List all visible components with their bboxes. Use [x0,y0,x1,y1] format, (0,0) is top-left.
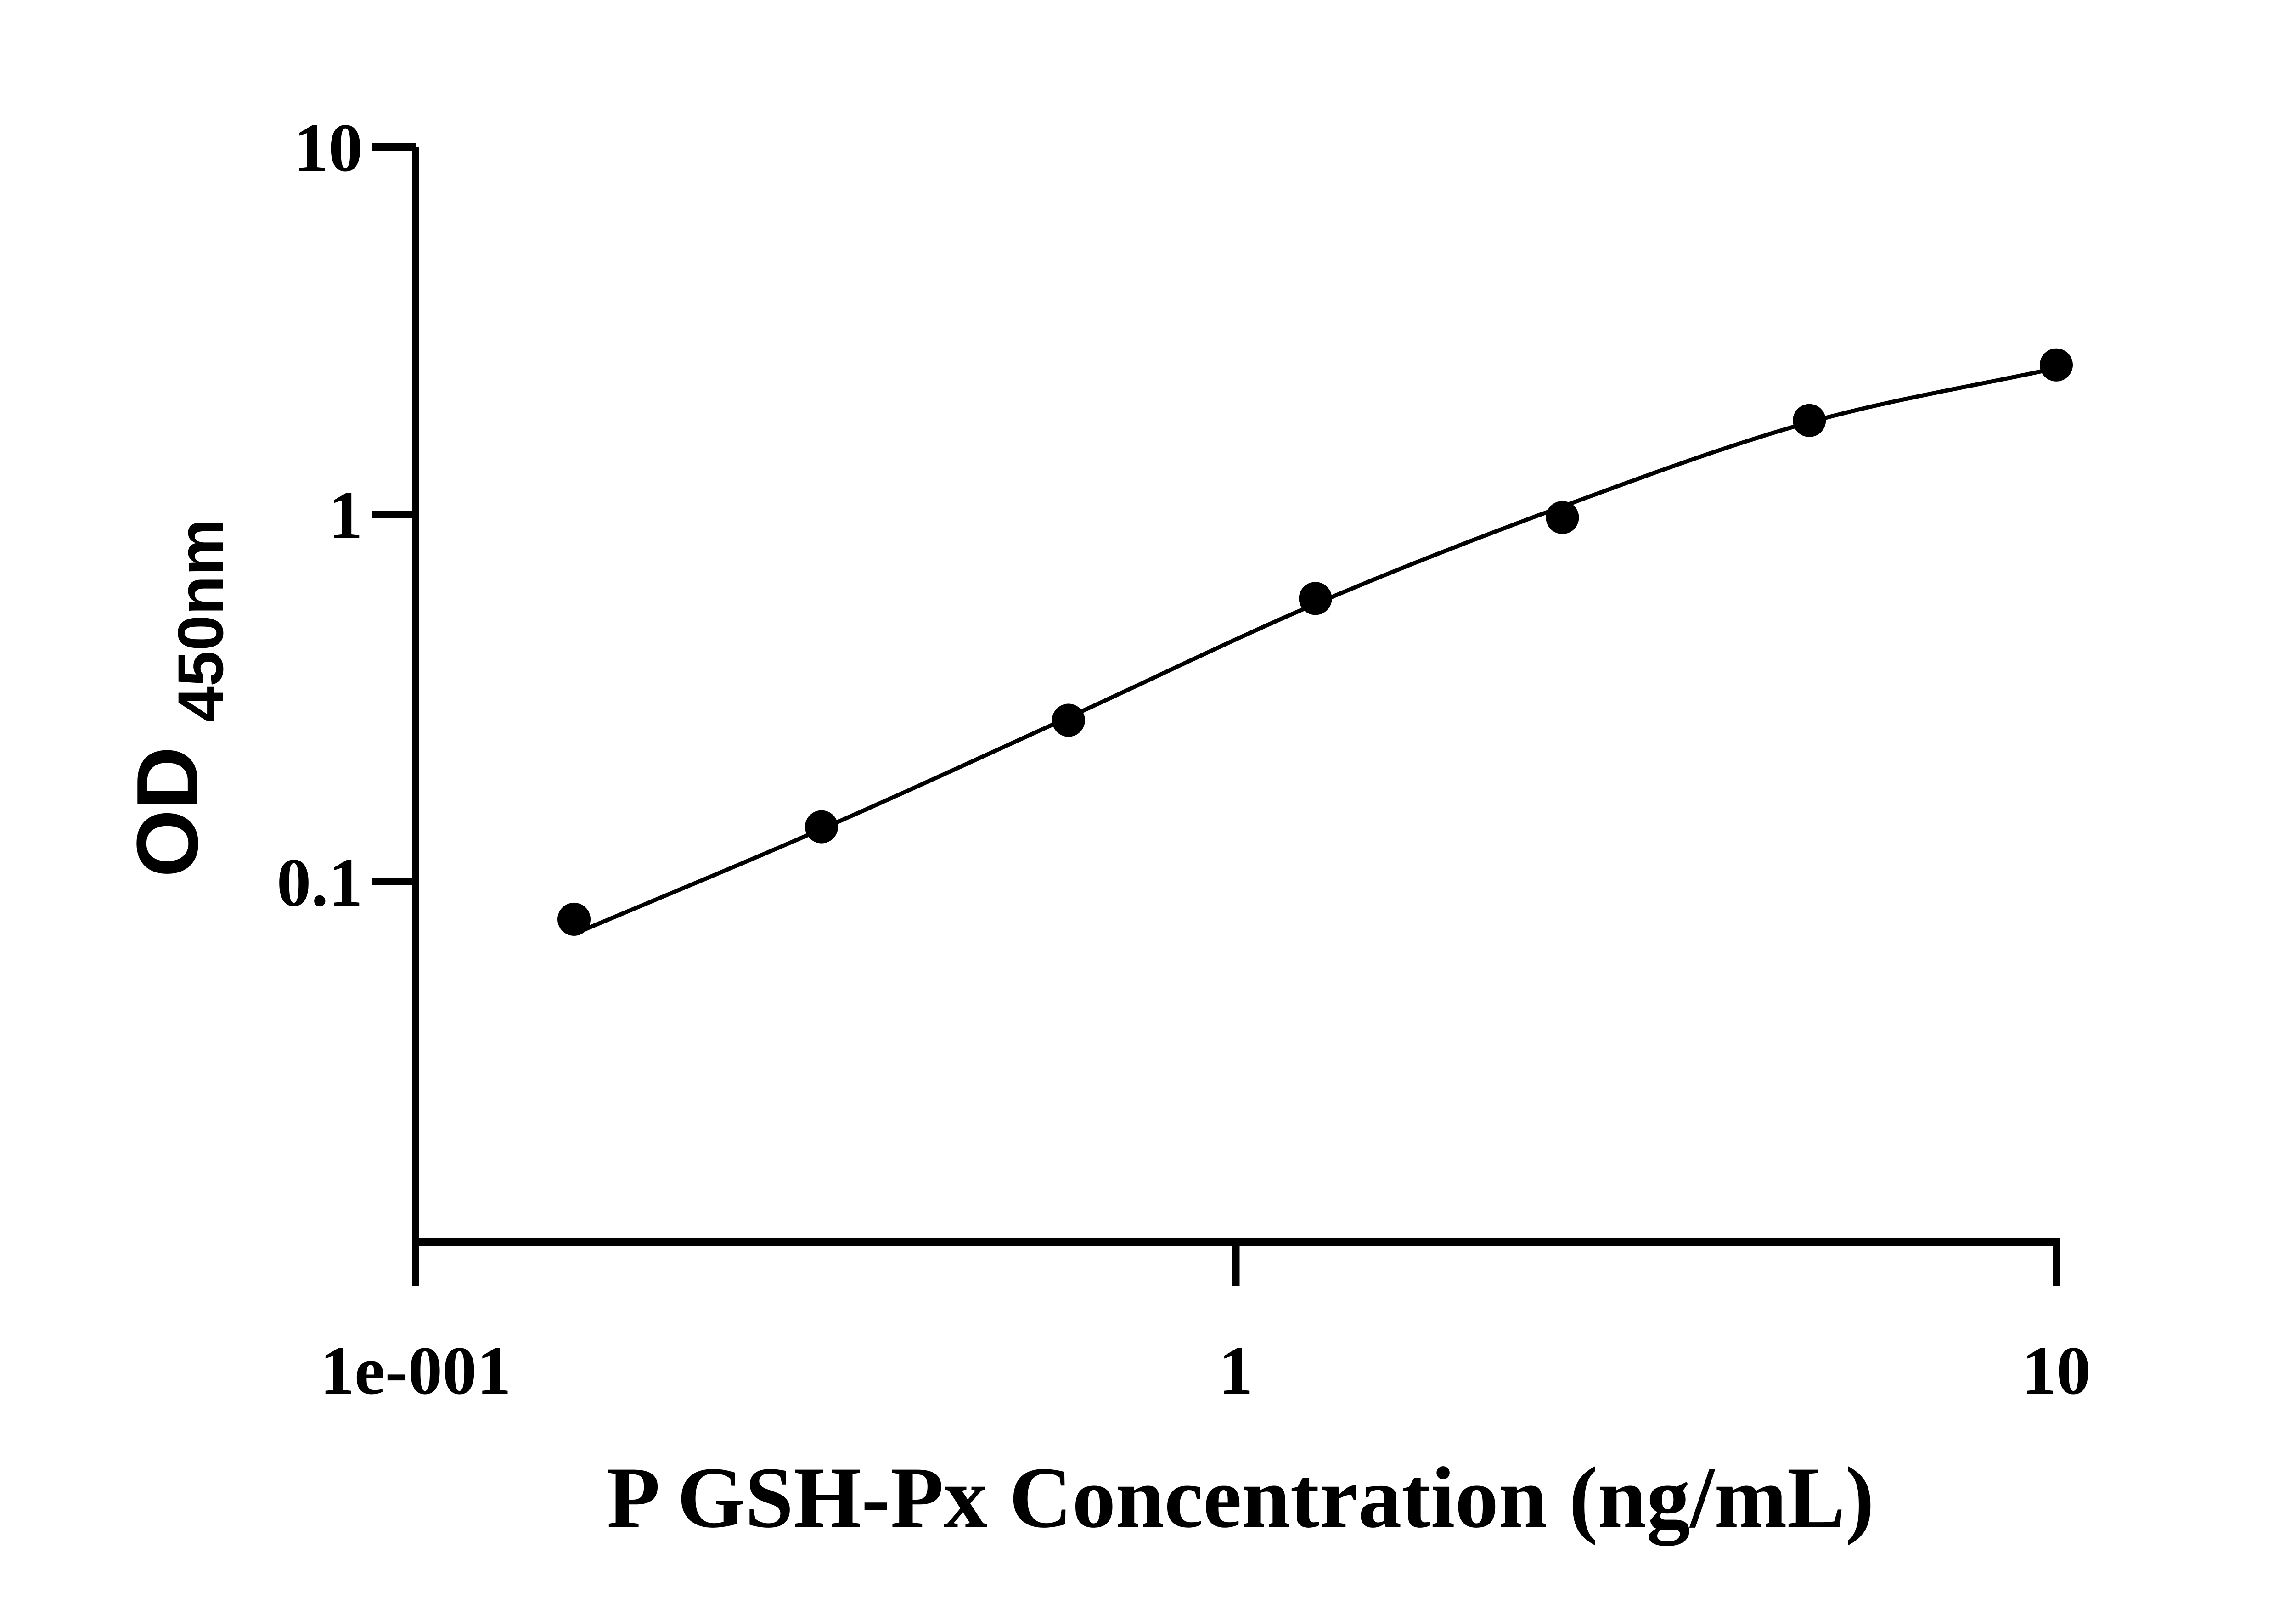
data-point [557,902,591,936]
data-point [1793,404,1826,437]
y-axis-label-main: OD [119,747,216,878]
x-tick-label: 10 [2022,1333,2091,1409]
y-axis-label-subscript: 450nm [164,518,236,722]
y-tick-label: 0.1 [277,844,363,921]
data-point [805,810,838,844]
y-tick-label: 1 [328,477,363,553]
axes: 0.1 1 10 1e-001 1 10 [277,110,2091,1409]
data-point [1299,582,1332,615]
data-point [1546,501,1579,534]
data-points [557,348,2073,936]
x-axis-label: P GSH-Px Concentration (ng/mL) [607,1450,1874,1546]
y-axis-ticks: 0.1 1 10 [277,110,416,921]
y-tick-label: 10 [294,110,363,186]
plot-area [557,348,2073,936]
x-tick-label: 1 [1219,1333,1253,1409]
data-point [2040,348,2073,382]
data-point [1052,703,1085,737]
y-axis-label: OD 450nm [119,518,236,877]
x-axis-ticks: 1e-001 1 10 [320,1242,2091,1409]
fit-curve-line [573,366,2057,936]
x-tick-label: 1e-001 [320,1333,512,1409]
